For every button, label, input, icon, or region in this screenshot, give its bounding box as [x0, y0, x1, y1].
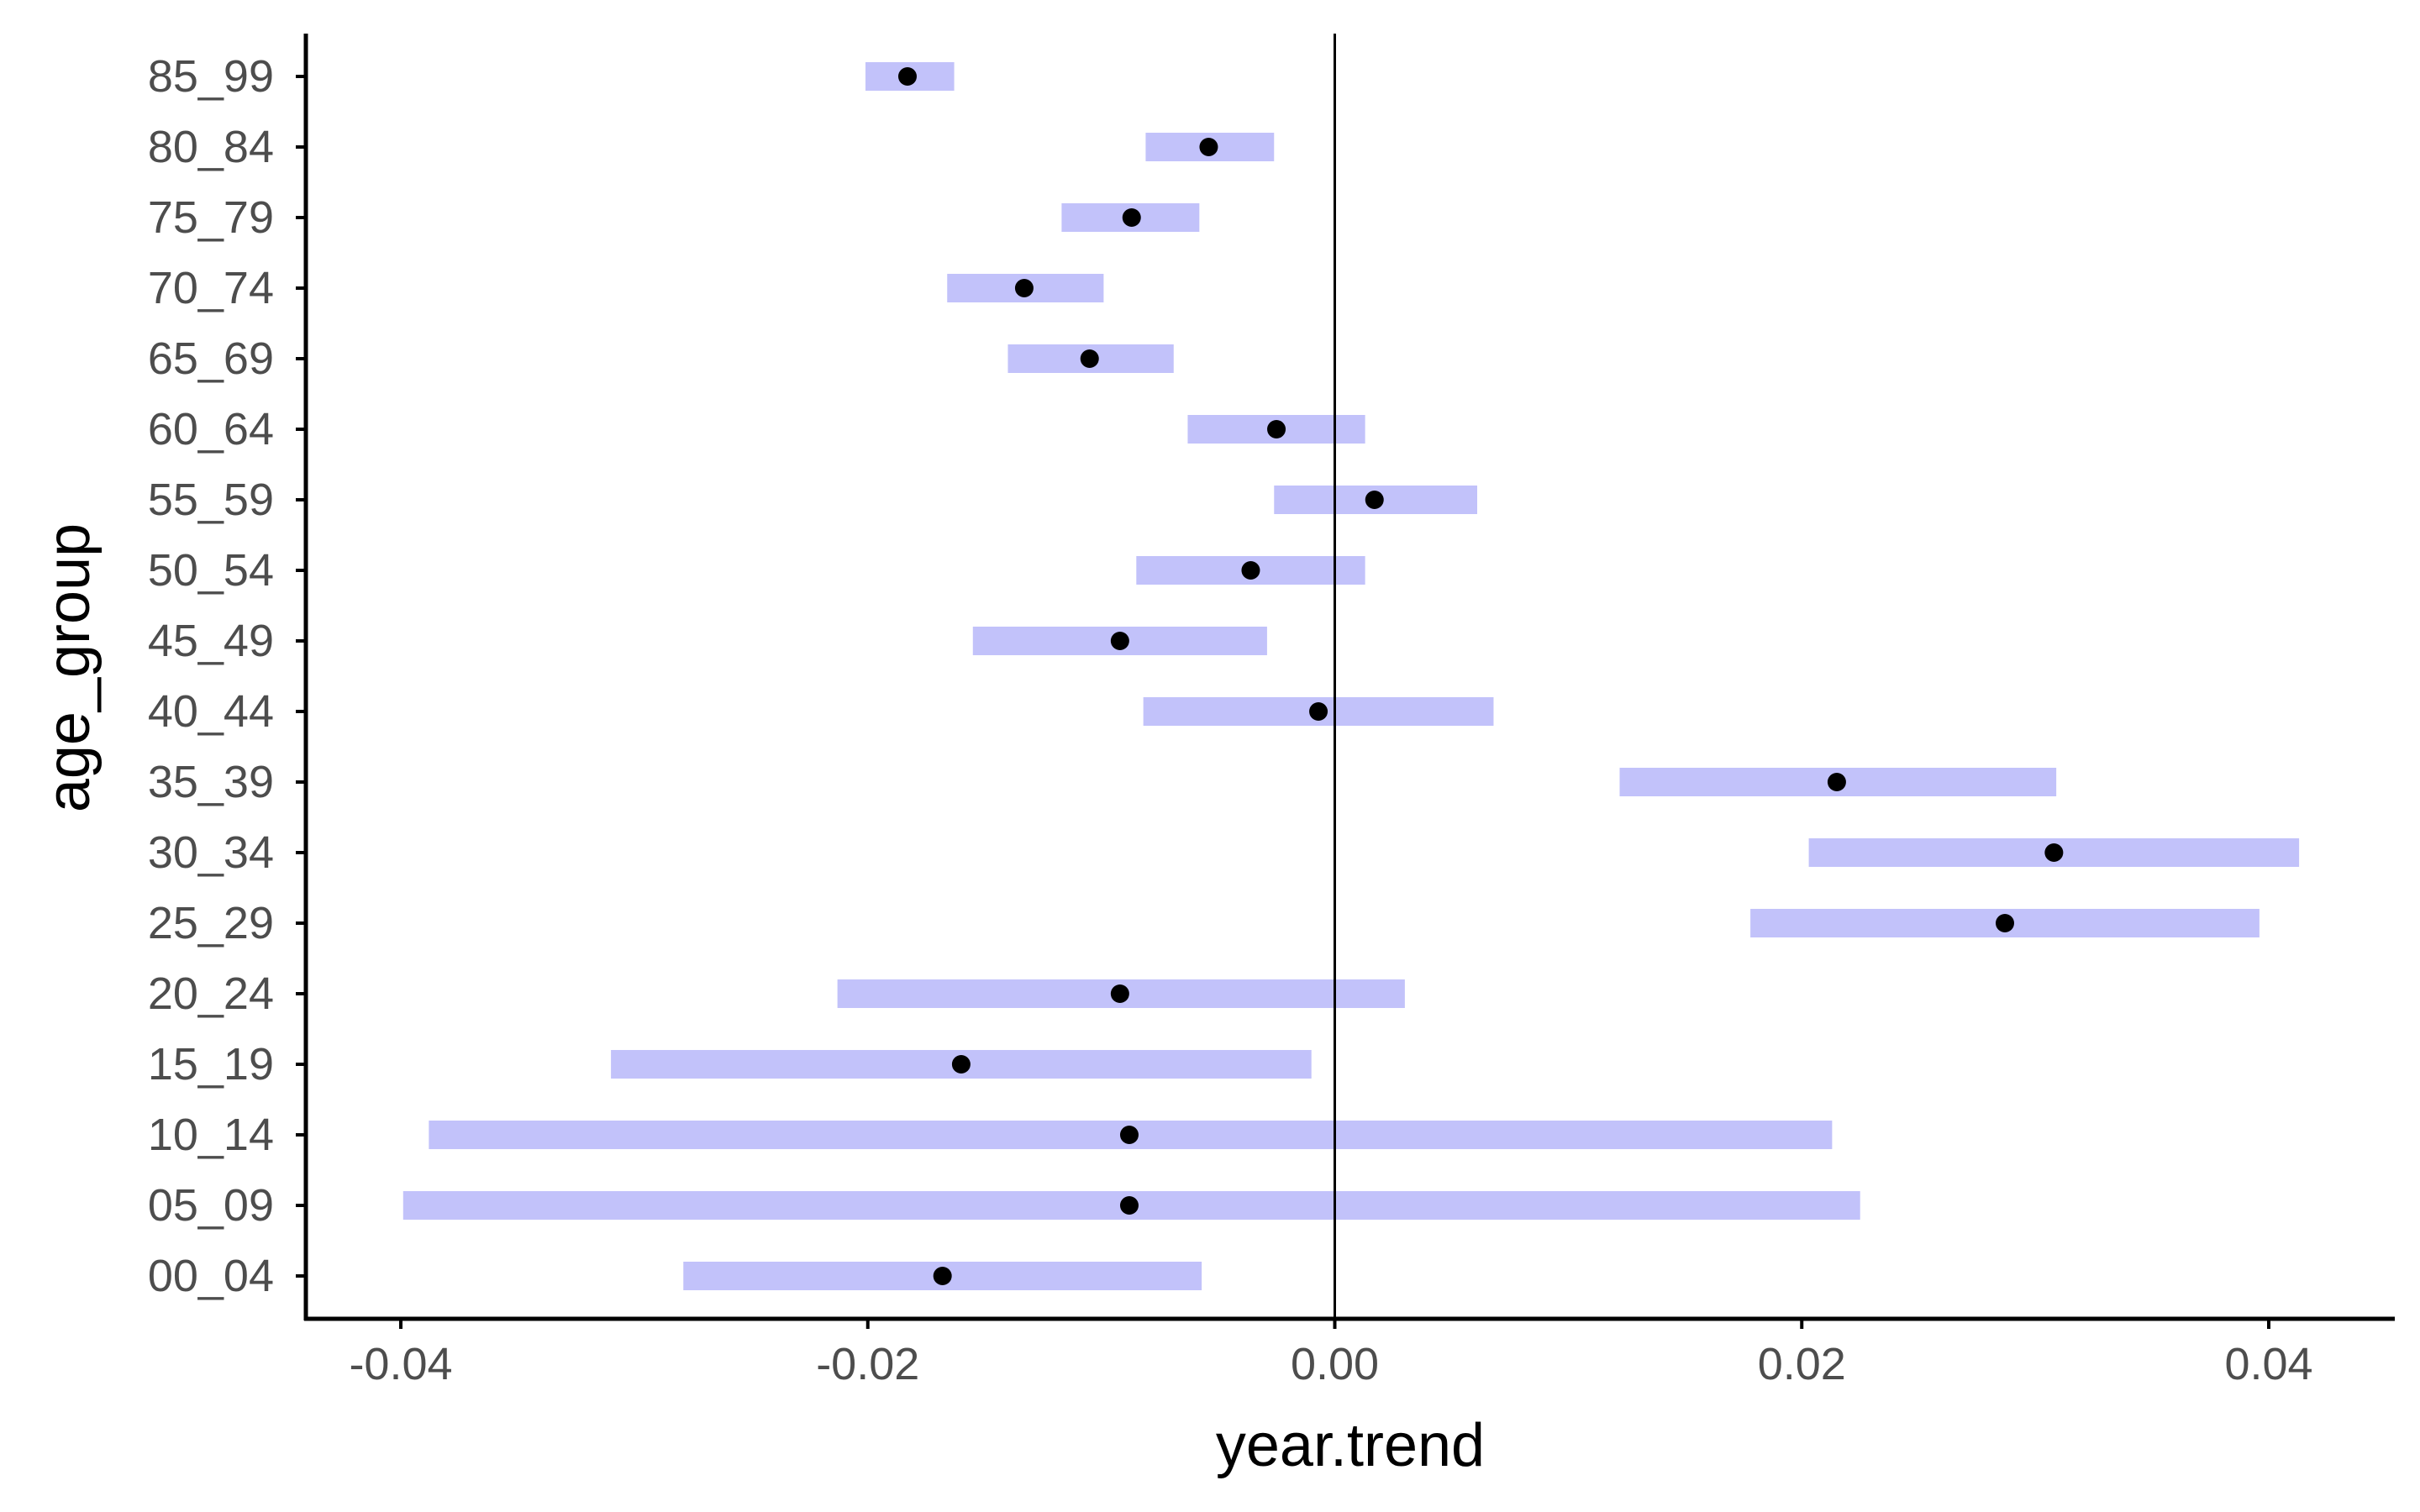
estimate-point-35_39: [1827, 773, 1846, 791]
y-axis-title: age_group: [35, 523, 103, 812]
y-tick-label-65_69: 65_69: [148, 333, 274, 384]
estimate-point-30_34: [2044, 843, 2064, 862]
y-tick-label-50_54: 50_54: [148, 545, 274, 596]
x-tick-label-1: -0.02: [816, 1339, 919, 1389]
estimate-point-40_44: [1309, 702, 1328, 721]
point-layer: [897, 67, 2064, 1285]
estimate-point-75_79: [1122, 208, 1141, 227]
estimate-point-05_09: [1119, 1196, 1139, 1215]
y-tick-label-10_14: 10_14: [148, 1110, 274, 1160]
estimate-point-85_99: [897, 67, 917, 86]
estimate-point-00_04: [933, 1267, 952, 1285]
estimate-point-55_59: [1365, 491, 1384, 509]
y-tick-label-15_19: 15_19: [148, 1039, 274, 1089]
x-tick-label-4: 0.04: [2224, 1339, 2312, 1389]
estimate-point-20_24: [1110, 984, 1129, 1003]
y-tick-label-60_64: 60_64: [148, 404, 274, 454]
x-axis-title: year.trend: [1216, 1412, 1485, 1479]
y-tick-label-70_74: 70_74: [148, 263, 274, 313]
estimate-point-25_29: [1996, 914, 2015, 932]
y-tick-label-00_04: 00_04: [148, 1251, 274, 1301]
x-axis: -0.04 -0.02 0.00 0.02 0.04: [304, 1316, 2395, 1389]
y-tick-label-20_24: 20_24: [148, 969, 274, 1019]
y-tick-label-85_99: 85_99: [148, 51, 274, 102]
x-tick-label-3: 0.02: [1758, 1339, 1846, 1389]
interval-layer: [402, 62, 2300, 1290]
y-tick-label-75_79: 75_79: [148, 192, 274, 243]
y-axis: 85_99 80_84 75_79 70_74 65_69 60_64 55_59 50_54…: [148, 34, 308, 1320]
y-tick-label-80_84: 80_84: [148, 122, 274, 172]
y-tick-label-55_59: 55_59: [148, 475, 274, 525]
estimate-point-10_14: [1119, 1126, 1139, 1144]
estimate-point-60_64: [1267, 420, 1286, 438]
estimate-point-45_49: [1110, 632, 1129, 650]
y-tick-label-25_29: 25_29: [148, 898, 274, 948]
y-tick-label-40_44: 40_44: [148, 686, 274, 737]
estimate-point-80_84: [1199, 138, 1218, 156]
y-tick-label-30_34: 30_34: [148, 827, 274, 878]
estimate-point-70_74: [1014, 279, 1034, 297]
x-tick-label-0: -0.04: [349, 1339, 452, 1389]
y-tick-label-35_39: 35_39: [148, 757, 274, 807]
y-tick-label-45_49: 45_49: [148, 616, 274, 666]
estimate-point-50_54: [1241, 561, 1260, 580]
estimate-point-15_19: [951, 1055, 971, 1074]
estimate-point-65_69: [1080, 349, 1099, 368]
y-tick-label-05_09: 05_09: [148, 1180, 274, 1231]
x-tick-label-2: 0.00: [1291, 1339, 1379, 1389]
